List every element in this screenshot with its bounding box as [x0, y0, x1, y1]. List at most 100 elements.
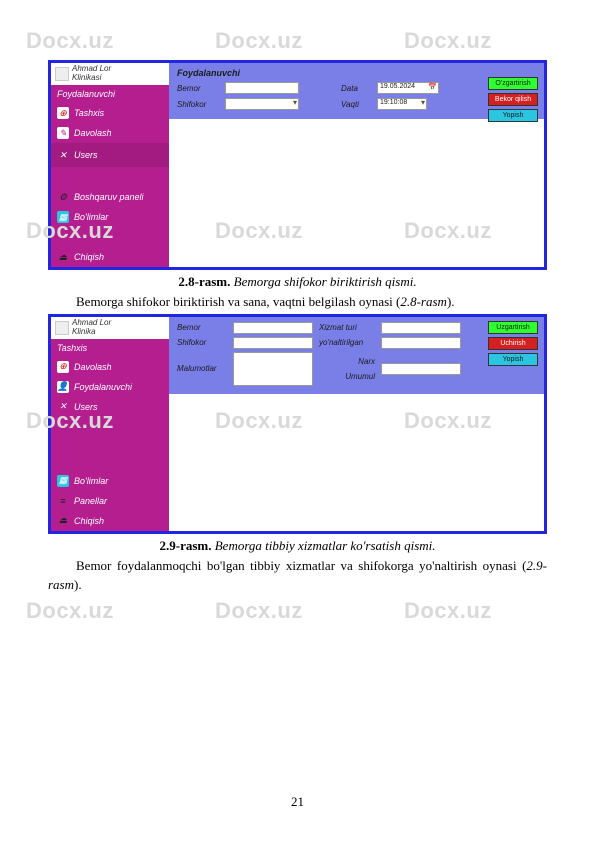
- sidebar-header-label: Tashxis: [57, 343, 87, 353]
- page: Docx.uz Docx.uz Docx.uz Docx.uz Docx.uz …: [0, 0, 595, 842]
- sidebar-item-label: Bo'limlar: [74, 476, 108, 486]
- logo: Ahmad Lor Klinika: [51, 317, 169, 339]
- main-area: Bemor Xizmat turi Shifokor yo'naltirilga…: [169, 317, 544, 531]
- screenshot-tashxis: Ahmad Lor Klinika Tashxis ⊕ Davolash 👤 F…: [48, 314, 547, 534]
- label-bemor: Bemor: [177, 323, 227, 332]
- sidebar: Ahmad Lor Klinika Tashxis ⊕ Davolash 👤 F…: [51, 317, 169, 531]
- label-data: Data: [341, 84, 371, 93]
- form-panel: Bemor Xizmat turi Shifokor yo'naltirilga…: [169, 317, 544, 394]
- departments-icon: ▦: [57, 211, 69, 223]
- input-bemor[interactable]: [225, 82, 299, 94]
- body-text-span: Bemorga shifokor biriktirish va sana, va…: [76, 294, 400, 309]
- caption-2-8: 2.8-rasm. Bemorga shifokor biriktirish q…: [48, 274, 547, 290]
- button-ozgartirish[interactable]: O'zgartirish: [488, 77, 538, 90]
- input-bemor[interactable]: [233, 322, 313, 334]
- body-text-1: Bemorga shifokor biriktirish va sana, va…: [48, 292, 547, 312]
- diagnosis-icon: ⊕: [57, 107, 69, 119]
- body-text-2: Bemor foydalanmoqchi bo'lgan tibbiy xizm…: [48, 556, 547, 595]
- sidebar: Ahmad Lor Klinikasi Foydalanuvchi ⊕ Tash…: [51, 63, 169, 267]
- body-text-ref: 2.8-rasm: [400, 294, 447, 309]
- sidebar-item-label: Panellar: [74, 496, 107, 506]
- sidebar-header: Tashxis: [51, 339, 169, 357]
- users-icon: ✕: [57, 401, 69, 413]
- logo-text: Ahmad Lor Klinikasi: [72, 65, 111, 83]
- input-vaqti[interactable]: 19:10:08: [377, 98, 427, 110]
- sidebar-item-chiqish[interactable]: ⏏ Chiqish: [51, 511, 169, 531]
- body-text-tail: ).: [74, 577, 82, 592]
- watermark: Docx.uz: [26, 28, 114, 54]
- settings-icon: ⚙: [57, 191, 69, 203]
- logo: Ahmad Lor Klinikasi: [51, 63, 169, 85]
- sidebar-item-boshqaruv[interactable]: ⚙ Boshqaruv paneli: [51, 187, 169, 207]
- button-uchirish[interactable]: Uchirish: [488, 337, 538, 350]
- label-yonaltirilgan: yo'naltirilgan: [319, 338, 375, 347]
- treatment-icon: ⊕: [57, 361, 69, 373]
- panels-icon: ≡: [57, 495, 69, 507]
- label-bemor: Bemor: [177, 84, 219, 93]
- label-xizmat: Xizmat turi: [319, 323, 375, 332]
- sidebar-item-bolimlar[interactable]: ▦ Bo'limlar: [51, 207, 169, 227]
- label-malumotlar: Malumotlar: [177, 364, 227, 373]
- button-yopish[interactable]: Yopish: [488, 353, 538, 366]
- caption-num: 2.9-rasm.: [159, 538, 211, 553]
- form-row-shifokor: Shifokor Vaqti 19:10:08: [177, 98, 536, 110]
- sidebar-item-label: Davolash: [74, 362, 112, 372]
- sidebar-item-users[interactable]: ✕ Users: [51, 397, 169, 417]
- input-yonaltirilgan[interactable]: [381, 337, 461, 349]
- sidebar-item-label: Users: [74, 402, 98, 412]
- logo-mark-icon: [55, 67, 69, 81]
- sidebar-item-davolash[interactable]: ⊕ Davolash: [51, 357, 169, 377]
- screenshot-foydalanuvchi: Ahmad Lor Klinikasi Foydalanuvchi ⊕ Tash…: [48, 60, 547, 270]
- button-column: Uzgartirish Uchirish Yopish: [488, 321, 538, 366]
- exit-icon: ⏏: [57, 515, 69, 527]
- label-vaqti: Vaqti: [341, 100, 371, 109]
- button-yopish[interactable]: Yopish: [488, 109, 538, 122]
- watermark: Docx.uz: [404, 28, 492, 54]
- form-title: Foydalanuvchi: [177, 68, 536, 78]
- sidebar-item-chiqish[interactable]: ⏏ Chiqish: [51, 247, 169, 267]
- body-text-span: Bemor foydalanmoqchi bo'lgan tibbiy xizm…: [76, 558, 526, 573]
- input-data[interactable]: 19.05.2024: [377, 82, 439, 94]
- input-shifokor[interactable]: [233, 337, 313, 349]
- logo-text: Ahmad Lor Klinika: [72, 319, 111, 337]
- main-area: Foydalanuvchi Bemor Data 19.05.2024 Shif…: [169, 63, 544, 267]
- label-shifokor: Shifokor: [177, 338, 227, 347]
- sidebar-header-label: Foydalanuvchi: [57, 89, 115, 99]
- sidebar-item-bolimlar[interactable]: ▦ Bo'limlar: [51, 471, 169, 491]
- sidebar-item-foydalanuvchi[interactable]: 👤 Foydalanuvchi: [51, 377, 169, 397]
- users-icon: ✕: [57, 149, 69, 161]
- button-column: O'zgartirish Bekor qilish Yopish: [488, 77, 538, 122]
- user-icon: 👤: [57, 381, 69, 393]
- sidebar-item-label: Tashxis: [74, 108, 104, 118]
- textarea-malumotlar[interactable]: [233, 352, 313, 386]
- sidebar-item-users[interactable]: ✕ Users: [51, 143, 169, 167]
- caption-2-9: 2.9-rasm. Bemorga tibbiy xizmatlar ko'rs…: [48, 538, 547, 554]
- button-bekor[interactable]: Bekor qilish: [488, 93, 538, 106]
- logo-mark-icon: [55, 321, 69, 335]
- watermark: Docx.uz: [215, 28, 303, 54]
- sidebar-item-label: Users: [74, 150, 98, 160]
- sidebar-item-panellar[interactable]: ≡ Panellar: [51, 491, 169, 511]
- departments-icon: ▦: [57, 475, 69, 487]
- page-number: 21: [0, 794, 595, 810]
- watermark: Docx.uz: [26, 598, 114, 624]
- select-shifokor[interactable]: [225, 98, 299, 110]
- exit-icon: ⏏: [57, 251, 69, 263]
- sidebar-item-label: Foydalanuvchi: [74, 382, 132, 392]
- sidebar-item-label: Boshqaruv paneli: [74, 192, 144, 202]
- form-row-bemor: Bemor Data 19.05.2024: [177, 82, 536, 94]
- form-panel: Foydalanuvchi Bemor Data 19.05.2024 Shif…: [169, 63, 544, 119]
- sidebar-item-tashxis[interactable]: ⊕ Tashxis: [51, 103, 169, 123]
- content-panel: [169, 119, 544, 267]
- sidebar-item-label: Bo'limlar: [74, 212, 108, 222]
- caption-num: 2.8-rasm.: [178, 274, 230, 289]
- caption-text: Bemorga tibbiy xizmatlar ko'rsatish qism…: [211, 538, 435, 553]
- form-grid: Bemor Xizmat turi Shifokor yo'naltirilga…: [177, 322, 536, 386]
- sidebar-item-davolash[interactable]: ✎ Davolash: [51, 123, 169, 143]
- input-narx[interactable]: [381, 363, 461, 375]
- treatment-icon: ✎: [57, 127, 69, 139]
- input-xizmat[interactable]: [381, 322, 461, 334]
- button-uzgartirish[interactable]: Uzgartirish: [488, 321, 538, 334]
- content-panel: [169, 394, 544, 531]
- sidebar-item-label: Chiqish: [74, 252, 104, 262]
